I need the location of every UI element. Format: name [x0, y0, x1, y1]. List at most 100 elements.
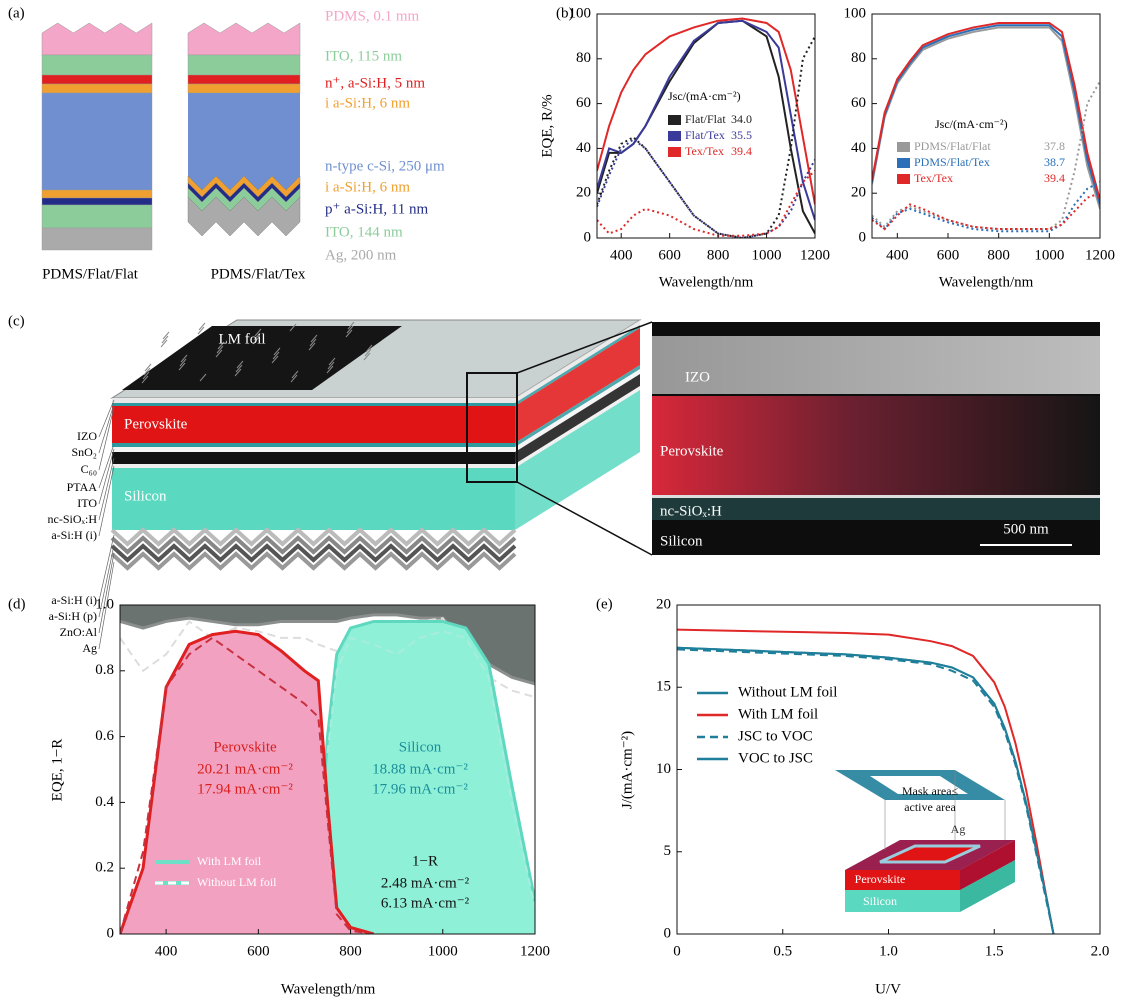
line — [677, 646, 1055, 934]
legend-swatch — [897, 158, 910, 168]
y-tick-label: 20 — [656, 596, 671, 612]
y-tick-label: 0.8 — [95, 662, 114, 678]
legend-swatch — [668, 147, 681, 157]
x-tick-label: 400 — [610, 247, 633, 263]
side-layer — [515, 365, 640, 447]
layer — [187, 22, 301, 56]
structure-label: PDMS/Flat/Flat — [42, 266, 139, 282]
foil-texture — [160, 339, 168, 348]
foil-texture — [252, 336, 260, 345]
legend-value: 39.4 — [731, 144, 752, 158]
inset-mask-hole — [870, 776, 968, 794]
layer-label: PTAA — [67, 480, 98, 494]
annotation: Perovskite — [855, 872, 906, 886]
layer — [41, 92, 153, 191]
layer — [41, 227, 153, 251]
layer-label: Ag — [82, 641, 97, 655]
layer — [41, 74, 153, 85]
y-tick-label: 60 — [851, 95, 866, 111]
y-tick-label: 0 — [107, 925, 115, 941]
frame — [596, 13, 816, 239]
legend-value: 38.7 — [1044, 155, 1065, 169]
line — [597, 138, 815, 238]
layer-label: a-Si:H (p) — [49, 609, 97, 623]
legend-value: 34.0 — [731, 112, 752, 126]
layer — [41, 189, 153, 199]
line — [120, 636, 374, 934]
legend-value: 37.8 — [1044, 139, 1065, 153]
layer-label: a-Si:H (i) — [51, 593, 97, 607]
foil-texture — [144, 363, 152, 372]
x-tick-label: 1.5 — [985, 943, 1004, 959]
leader — [98, 443, 115, 489]
foil-texture — [347, 321, 355, 330]
x-axis-label: Wavelength/nm — [939, 274, 1034, 290]
layer-label: n-type c-Si, 250 μm — [325, 158, 445, 174]
line — [872, 21, 1100, 201]
x-tick-label: 400 — [155, 943, 178, 959]
leader — [98, 534, 115, 602]
foil-texture — [162, 331, 170, 340]
textured-layer — [110, 551, 517, 571]
line — [597, 35, 815, 238]
sem-perovskite — [652, 396, 1100, 496]
layer-label: SnO₂ — [71, 445, 97, 459]
annotation: 6.13 mA·cm⁻² — [381, 895, 470, 911]
x-tick-label: 600 — [247, 943, 270, 959]
annotation: active area — [904, 800, 956, 814]
y-tick-label: 100 — [844, 5, 867, 21]
foil-texture — [179, 358, 187, 367]
line — [872, 80, 1100, 231]
legend-label: Flat/Tex — [685, 128, 725, 142]
foil-texture — [328, 357, 336, 366]
legend-label: Tex/Tex — [914, 171, 953, 185]
layer — [187, 83, 301, 94]
sem-izo — [652, 336, 1100, 394]
x-tick-label: 400 — [886, 247, 909, 263]
annotation: 17.94 mA·cm⁻² — [197, 781, 293, 797]
foil-texture — [289, 323, 297, 332]
frame — [871, 13, 1101, 239]
leader — [98, 561, 115, 650]
annotation: Silicon — [863, 894, 897, 908]
foil-texture — [197, 326, 205, 335]
layer-label: ITO — [77, 496, 97, 510]
y-tick-label: 1.0 — [95, 596, 114, 612]
zoom-line — [516, 321, 653, 374]
front-layer — [112, 447, 515, 452]
area — [120, 631, 374, 934]
zoom-line — [516, 481, 653, 556]
legend-swatch — [668, 131, 681, 141]
x-tick-label: 2.0 — [1091, 943, 1110, 959]
front-layer — [112, 452, 515, 464]
x-tick-label: 0 — [673, 943, 681, 959]
perovskite-label: Perovskite — [124, 416, 188, 432]
front-layer — [112, 403, 515, 406]
y-tick-label: 80 — [576, 50, 591, 66]
leader — [98, 406, 115, 471]
textured-layer — [110, 543, 517, 563]
side-layer — [515, 386, 640, 468]
x-axis-label: Wavelength/nm — [659, 274, 754, 290]
y-axis-label: EQE, 1−R — [49, 739, 65, 802]
legend-value: 35.5 — [731, 128, 752, 142]
foil-texture — [326, 365, 334, 374]
layer-label: IZO — [77, 429, 97, 443]
foil-texture — [216, 345, 224, 354]
layer-label: i a-Si:H, 6 nm — [325, 179, 410, 195]
legend-label: Flat/Flat — [685, 112, 726, 126]
line — [677, 628, 1055, 934]
panel-label: (d) — [8, 596, 26, 612]
leader — [98, 399, 115, 438]
foil-texture — [253, 332, 261, 341]
layer — [188, 93, 300, 192]
foil-texture — [363, 352, 371, 361]
foil-texture — [178, 362, 186, 371]
side-layer — [515, 390, 640, 530]
foil-texture — [161, 335, 169, 344]
foil-texture — [309, 338, 317, 347]
panel-label: (b) — [556, 5, 574, 21]
legend-title: Jsc/(mA·cm⁻²) — [935, 117, 1008, 131]
layer — [187, 196, 301, 237]
